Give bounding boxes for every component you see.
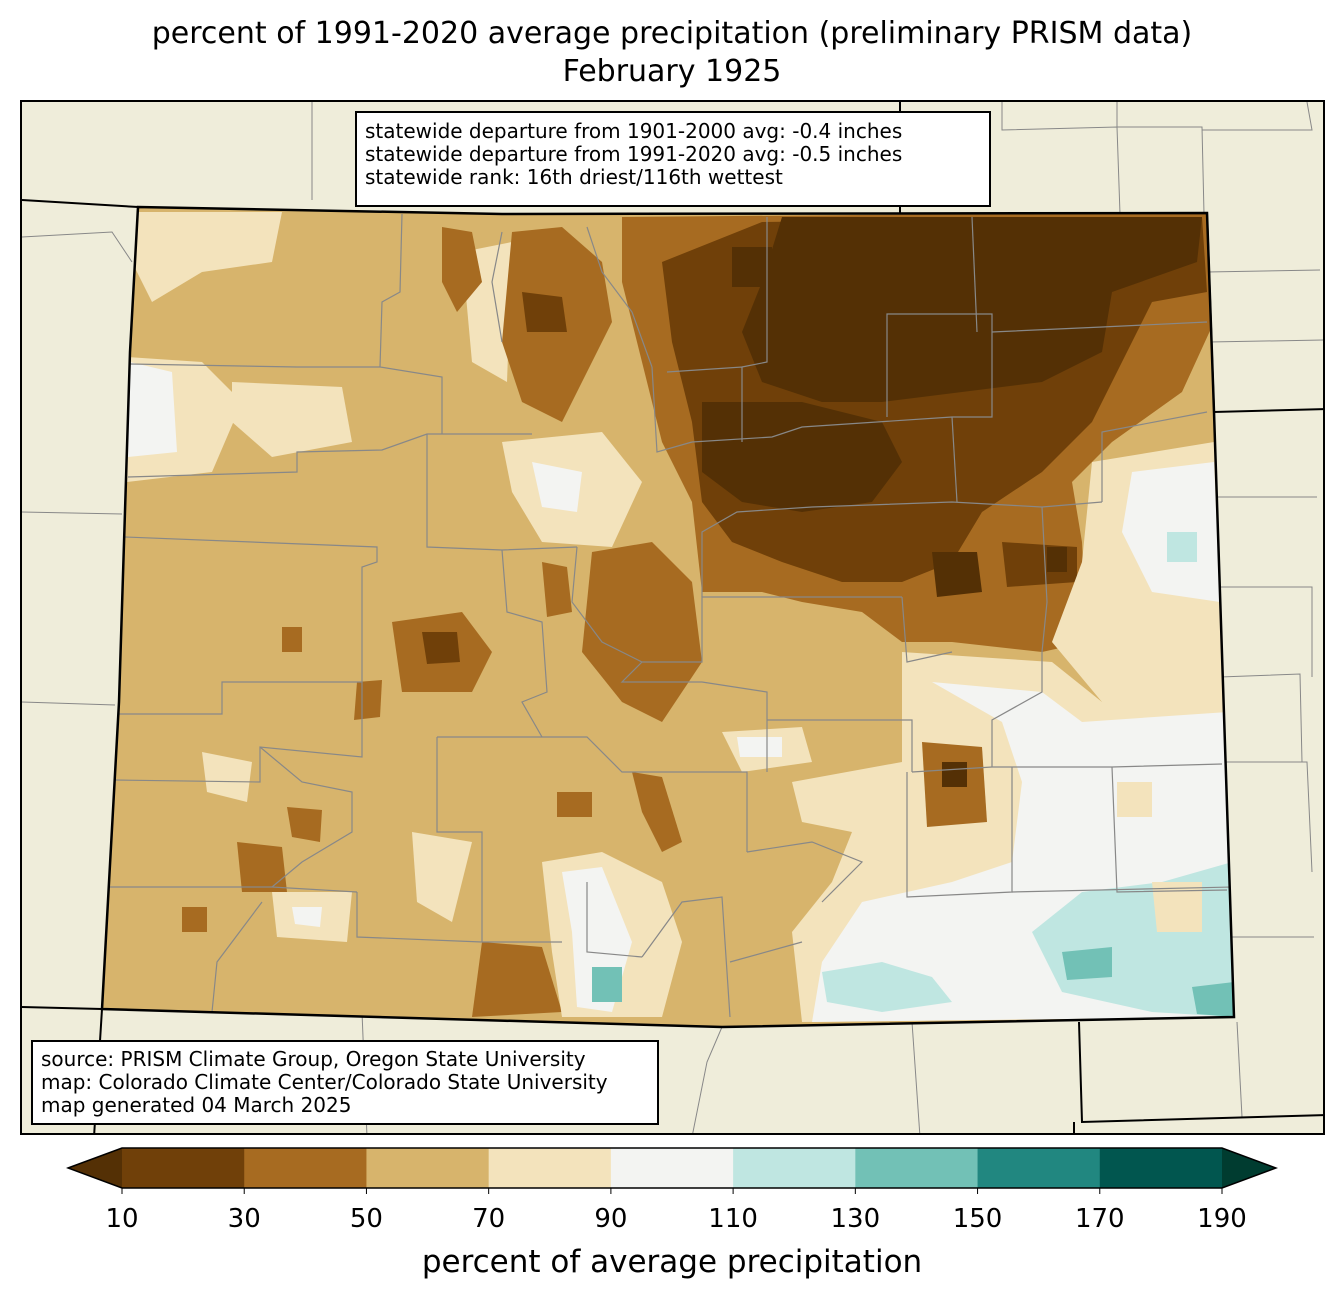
stats-line-1: statewide departure from 1901-2000 avg: … — [365, 119, 903, 143]
statewide-stats-box: statewide departure from 1901-2000 avg: … — [355, 111, 991, 207]
colorbar-tick-label: 30 — [227, 1204, 261, 1234]
colorbar-label: percent of average precipitation — [421, 1244, 923, 1280]
source-line-1: source: PRISM Climate Group, Oregon Stat… — [41, 1047, 586, 1071]
colorbar-extend-high — [1222, 1148, 1276, 1188]
colorbar-tick-label: 90 — [594, 1204, 628, 1234]
map-subtitle: February 1925 — [562, 54, 782, 89]
colorbar — [66, 1147, 1278, 1194]
colorbar-tick-label: 110 — [708, 1204, 758, 1234]
county-lines — [110, 213, 1233, 1018]
source-box: source: PRISM Climate Group, Oregon Stat… — [31, 1040, 659, 1125]
colorbar-tick-label: 130 — [830, 1204, 881, 1234]
source-line-2: map: Colorado Climate Center/Colorado St… — [41, 1070, 608, 1094]
colorbar-bin — [366, 1148, 490, 1188]
colorbar-tick-label: 190 — [1197, 1204, 1247, 1234]
map-title: percent of 1991-2020 average precipitati… — [151, 16, 1193, 51]
precipitation-field — [102, 207, 1234, 1027]
stats-line-3: statewide rank: 16th driest/116th wettes… — [365, 165, 783, 189]
precipitation-map — [20, 100, 1325, 1135]
colorbar-bin — [488, 1148, 612, 1188]
stats-line-2: statewide departure from 1991-2020 avg: … — [365, 142, 903, 166]
colorbar-tick-label: 70 — [472, 1204, 506, 1234]
colorbar-bin — [610, 1148, 734, 1188]
colorbar-tick-label: 170 — [1074, 1204, 1125, 1234]
colorbar-bin — [733, 1148, 856, 1188]
map-canvas — [22, 102, 1323, 1133]
colorbar-bin — [122, 1148, 245, 1188]
neighbor-county-lines — [22, 102, 1323, 1133]
colorbar-extend-low — [68, 1148, 122, 1188]
colorbar-bin — [1099, 1148, 1223, 1188]
colorbar-tick-label: 50 — [349, 1204, 383, 1234]
colorbar-tick-label: 150 — [952, 1204, 1003, 1234]
colorado-border — [100, 205, 1236, 1029]
colorbar-bin — [977, 1148, 1101, 1188]
source-line-3: map generated 04 March 2025 — [41, 1093, 352, 1117]
colorbar-bin — [855, 1148, 979, 1188]
colorbar-tick-label: 10 — [105, 1204, 139, 1234]
colorbar-bin — [244, 1148, 367, 1188]
